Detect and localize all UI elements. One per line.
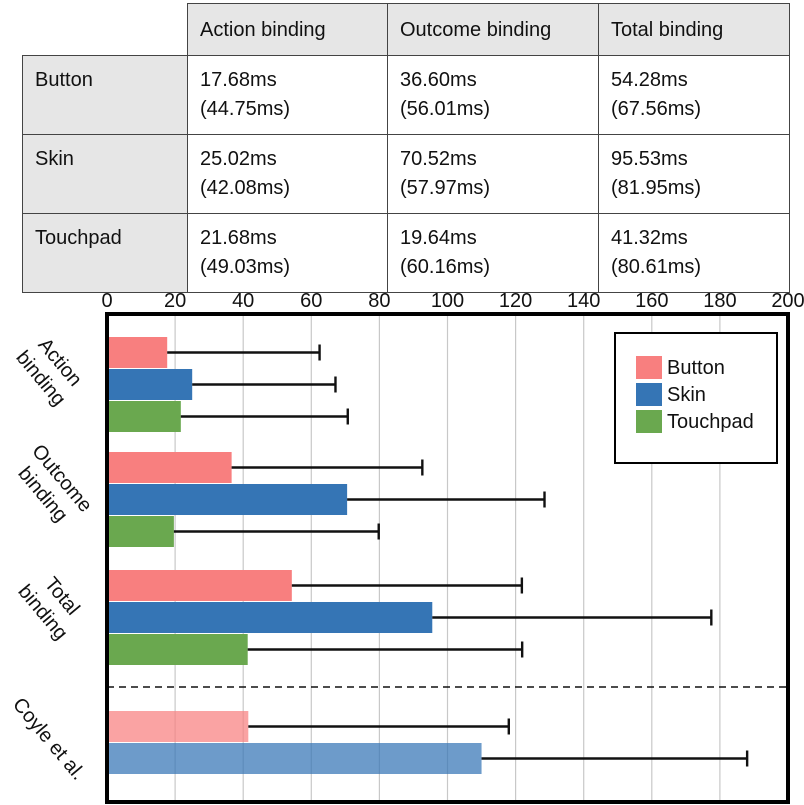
row-label-button: Button bbox=[22, 55, 188, 135]
cell-sd: (81.95ms) bbox=[611, 177, 702, 199]
cell-mean: 41.32ms bbox=[611, 227, 688, 249]
category-label: Outcomebinding bbox=[8, 440, 96, 532]
cell-sd: (57.97ms) bbox=[400, 177, 491, 199]
results-table: Action binding Outcome binding Total bin… bbox=[22, 3, 790, 293]
x-tick-label: 200 bbox=[771, 290, 804, 312]
table-cell: 70.52ms (57.97ms) bbox=[387, 134, 599, 214]
bar-skin bbox=[107, 369, 193, 400]
table-cell: 25.02ms (42.08ms) bbox=[187, 134, 388, 214]
category-label: Totalbinding bbox=[13, 565, 90, 645]
x-tick-label: 20 bbox=[164, 290, 186, 312]
table-cell: 41.32ms (80.61ms) bbox=[598, 213, 790, 293]
row-label-touchpad: Touchpad bbox=[22, 213, 188, 293]
bar-button bbox=[107, 570, 292, 601]
bar-skin bbox=[107, 484, 348, 515]
bar-button bbox=[107, 337, 168, 368]
x-tick-label: 140 bbox=[567, 290, 600, 312]
cell-sd: (60.16ms) bbox=[400, 256, 491, 278]
cell-sd: (49.03ms) bbox=[200, 256, 291, 278]
x-tick-label: 0 bbox=[101, 290, 112, 312]
cell-mean: 25.02ms bbox=[200, 148, 277, 170]
x-tick-label: 60 bbox=[300, 290, 322, 312]
table-cell: 36.60ms (56.01ms) bbox=[387, 55, 599, 135]
x-tick-label: 80 bbox=[368, 290, 390, 312]
cell-mean: 17.68ms bbox=[200, 69, 277, 91]
table-header-row: Action binding Outcome binding Total bin… bbox=[22, 3, 790, 56]
x-tick-label: 180 bbox=[703, 290, 736, 312]
plot-frame bbox=[105, 312, 790, 804]
bar-touchpad bbox=[107, 516, 174, 547]
header-outcome-binding: Outcome binding bbox=[387, 3, 599, 56]
legend-label: Button bbox=[667, 357, 725, 379]
x-tick-label: 40 bbox=[232, 290, 254, 312]
table-cell: 95.53ms (81.95ms) bbox=[598, 134, 790, 214]
legend-swatch bbox=[636, 383, 662, 406]
table-cell: 54.28ms (67.56ms) bbox=[598, 55, 790, 135]
category-label-line: Coyle et al. bbox=[8, 694, 89, 785]
bar-touchpad bbox=[107, 401, 181, 432]
x-tick-label: 160 bbox=[635, 290, 668, 312]
legend-label: Touchpad bbox=[667, 411, 754, 433]
table-row: Touchpad 21.68ms (49.03ms) 19.64ms (60.16m… bbox=[22, 213, 790, 293]
legend-label: Skin bbox=[667, 384, 706, 406]
cell-mean: 70.52ms bbox=[400, 148, 477, 170]
table-corner-cell bbox=[22, 3, 188, 56]
row-label-skin: Skin bbox=[22, 134, 188, 214]
cell-sd: (42.08ms) bbox=[200, 177, 291, 199]
cell-mean: 19.64ms bbox=[400, 227, 477, 249]
cell-sd: (44.75ms) bbox=[200, 98, 291, 120]
category-label: Coyle et al. bbox=[8, 694, 89, 785]
header-total-binding: Total binding bbox=[598, 3, 790, 56]
cell-mean: 95.53ms bbox=[611, 148, 688, 170]
header-action-binding: Action binding bbox=[187, 3, 388, 56]
bar-skin bbox=[107, 743, 482, 774]
category-label: Actionbinding bbox=[11, 331, 88, 411]
cell-sd: (67.56ms) bbox=[611, 98, 702, 120]
legend-swatch bbox=[636, 356, 662, 379]
cell-sd: (56.01ms) bbox=[400, 98, 491, 120]
bar-button bbox=[107, 452, 232, 483]
table-row: Skin 25.02ms (42.08ms) 70.52ms (57.97ms) 9… bbox=[22, 134, 790, 214]
x-tick-label: 100 bbox=[431, 290, 464, 312]
table-row: Button 17.68ms (44.75ms) 36.60ms (56.01ms)… bbox=[22, 55, 790, 135]
bar-skin bbox=[107, 602, 433, 633]
x-tick-label: 120 bbox=[499, 290, 532, 312]
bar-button bbox=[107, 711, 249, 742]
table-cell: 17.68ms (44.75ms) bbox=[187, 55, 388, 135]
cell-sd: (80.61ms) bbox=[611, 256, 702, 278]
cell-mean: 54.28ms bbox=[611, 69, 688, 91]
cell-mean: 36.60ms bbox=[400, 69, 477, 91]
binding-bar-chart: 0 20 40 60 80 100 120 140 160 180 200 Actionbinding… bbox=[8, 290, 804, 804]
table-cell: 19.64ms (60.16ms) bbox=[387, 213, 599, 293]
legend-swatch bbox=[636, 410, 662, 433]
cell-mean: 21.68ms bbox=[200, 227, 277, 249]
bar-touchpad bbox=[107, 634, 248, 665]
table-cell: 21.68ms (49.03ms) bbox=[187, 213, 388, 293]
